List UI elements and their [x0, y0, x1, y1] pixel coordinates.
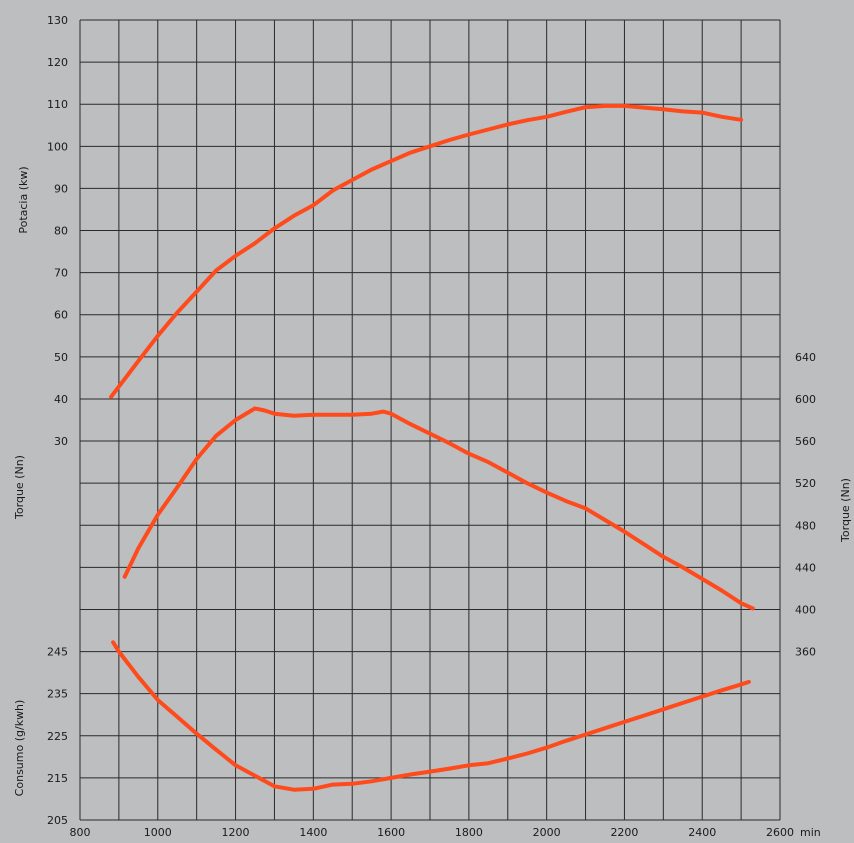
- potencia-tick-label: 130: [47, 14, 68, 27]
- potencia-tick-label: 70: [54, 267, 68, 280]
- consumo-tick-label: 245: [47, 646, 68, 659]
- potencia-tick-label: 110: [47, 98, 68, 111]
- consumo-tick-label: 205: [47, 814, 68, 827]
- x-tick-label: 1400: [299, 826, 327, 839]
- torque-right-tick-label: 440: [795, 561, 816, 574]
- torque-left-axis-label: Torque (Nn): [13, 455, 26, 520]
- potencia-tick-label: 30: [54, 435, 68, 448]
- torque-right-tick-label: 640: [795, 351, 816, 364]
- torque-right-tick-label: 400: [795, 603, 816, 616]
- chart-grid: [79, 19, 781, 821]
- consumo-tick-label: 235: [47, 688, 68, 701]
- x-axis-unit-label: min: [800, 826, 821, 839]
- potencia-tick-label: 60: [54, 309, 68, 322]
- potencia-line: [109, 103, 744, 399]
- consumo-line: [111, 640, 751, 792]
- potencia-tick-label: 50: [54, 351, 68, 364]
- x-tick-label: 2400: [688, 826, 716, 839]
- x-tick-label: 2600: [766, 826, 794, 839]
- torque-right-tick-label: 520: [795, 477, 816, 490]
- consumo-axis-label: Consumo (g/kwh): [13, 700, 26, 797]
- consumo-tick-label: 215: [47, 772, 68, 785]
- x-tick-label: 1600: [377, 826, 405, 839]
- torque-right-tick-label: 600: [795, 393, 816, 406]
- potencia-tick-label: 40: [54, 393, 68, 406]
- torque-right-tick-label: 360: [795, 646, 816, 659]
- potencia-tick-label: 80: [54, 225, 68, 238]
- potencia-tick-label: 90: [54, 182, 68, 195]
- torque-right-axis-label: Torque (Nn): [839, 478, 852, 543]
- data-series: [109, 103, 755, 792]
- potencia-tick-label: 120: [47, 56, 68, 69]
- torque-line: [122, 406, 755, 611]
- x-tick-label: 800: [70, 826, 91, 839]
- x-tick-label: 1800: [455, 826, 483, 839]
- consumo-tick-label: 225: [47, 730, 68, 743]
- x-tick-label: 2000: [533, 826, 561, 839]
- potencia-axis-label: Potacia (kw): [17, 166, 30, 233]
- tick-labels: 800 1000 1200 1400 1600 1800 2000 2200 2400 2600 1…: [47, 14, 816, 839]
- torque-right-tick-label: 560: [795, 435, 816, 448]
- x-tick-label: 1000: [144, 826, 172, 839]
- potencia-tick-label: 100: [47, 140, 68, 153]
- x-tick-label: 1200: [222, 826, 250, 839]
- torque-right-tick-label: 480: [795, 519, 816, 532]
- x-tick-label: 2200: [610, 826, 638, 839]
